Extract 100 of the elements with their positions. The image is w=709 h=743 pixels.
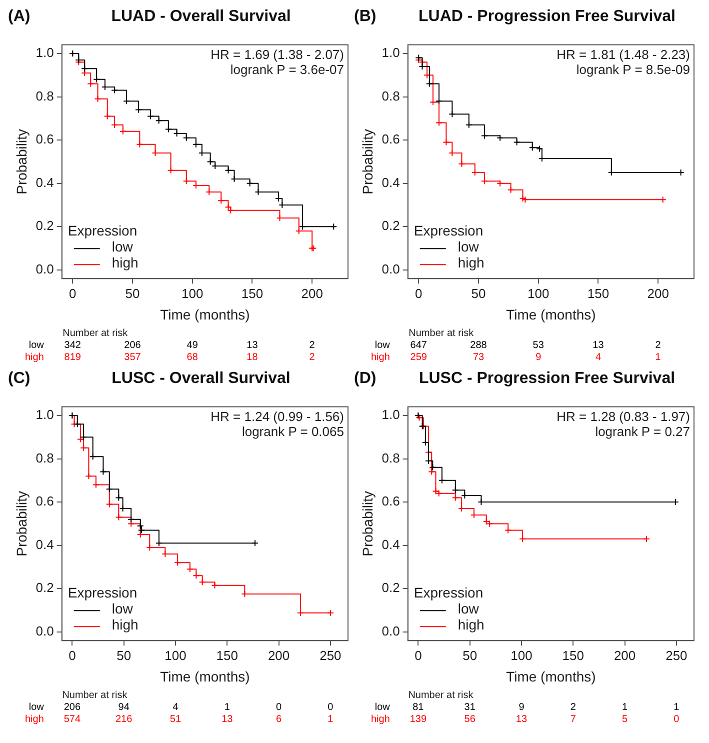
point — [87, 80, 94, 88]
text: low — [374, 702, 390, 714]
y-tick-label: 0.8 — [36, 88, 54, 104]
text: high — [370, 714, 390, 726]
point — [218, 197, 225, 204]
text: 357 — [123, 352, 142, 364]
annotation: HR = 1.69 (1.38 - 2.07) — [210, 46, 344, 62]
text: 0 — [672, 714, 680, 726]
annotation: HR = 1.28 (0.83 - 1.97) — [556, 408, 690, 424]
point — [76, 436, 84, 443]
text: 647 — [409, 340, 428, 352]
text: 18 — [246, 352, 259, 364]
y-tick-label: 1.0 — [382, 407, 400, 422]
point — [119, 128, 126, 135]
text: 819 — [63, 352, 82, 364]
x-tick-label: 0 — [414, 648, 422, 663]
chart-title: LUAD - Overall Survival — [110, 8, 292, 26]
point — [496, 180, 504, 187]
text: 9 — [534, 352, 542, 364]
text: 9 — [518, 702, 526, 714]
chart-title: LUSC - Overall Survival — [110, 370, 292, 388]
text: 49 — [186, 340, 199, 352]
chart-title: LUAD - Progression Free Survival — [418, 8, 676, 26]
legend-label: high — [458, 254, 484, 270]
annotation: logrank P = 0.065 — [242, 424, 344, 439]
text: 73 — [472, 352, 486, 364]
point — [128, 520, 135, 528]
text: 7 — [569, 714, 577, 726]
y-axis-title: Probability — [13, 491, 30, 556]
x-tick-label: 200 — [301, 286, 323, 301]
point — [80, 444, 88, 452]
text: Number at risk — [408, 690, 474, 702]
y-tick-label: 0.2 — [382, 218, 400, 234]
y-tick-label: 0.2 — [36, 580, 54, 596]
y-axis-title: Probability — [359, 491, 376, 556]
point — [224, 166, 232, 174]
x-tick-label: 150 — [587, 286, 610, 301]
point — [507, 186, 514, 194]
text: Number at risk — [62, 328, 128, 340]
point — [123, 98, 130, 105]
x-axis-title: Time (months) — [506, 306, 596, 322]
point — [452, 494, 459, 502]
point — [104, 112, 111, 120]
point — [428, 468, 436, 476]
point — [136, 140, 144, 148]
point — [227, 206, 234, 214]
legend-title: Expression — [414, 584, 484, 600]
point — [528, 144, 536, 152]
x-tick-label: 200 — [268, 648, 290, 663]
y-tick-label: 0.6 — [36, 494, 54, 509]
text: 13 — [246, 340, 259, 352]
text: 2 — [308, 340, 316, 352]
point — [93, 76, 100, 83]
y-tick-label: 1.0 — [36, 407, 54, 422]
text: 53 — [532, 340, 545, 352]
annotation: logrank P = 0.27 — [595, 424, 690, 439]
point — [167, 166, 174, 174]
point — [80, 434, 88, 441]
x-tick-label: 100 — [164, 648, 186, 663]
point — [198, 578, 206, 586]
text: (C) — [8, 370, 32, 388]
y-tick-label: 1.0 — [36, 45, 54, 60]
x-axis-title: Time (months) — [506, 668, 596, 684]
point — [174, 559, 182, 566]
point — [106, 486, 113, 493]
text: Number at risk — [62, 690, 128, 702]
text: 259 — [409, 352, 428, 364]
legend-label: high — [112, 254, 138, 270]
y-tick-label: 0.8 — [382, 88, 400, 104]
text: 5 — [621, 714, 629, 726]
point — [115, 514, 122, 521]
legend-label: high — [458, 616, 484, 632]
x-tick-label: 50 — [462, 648, 478, 663]
legend-title: Expression — [68, 584, 138, 600]
point — [164, 126, 172, 133]
text: 574 — [62, 714, 82, 726]
text: 51 — [168, 714, 182, 726]
text: 13 — [592, 340, 605, 352]
text: 1 — [672, 702, 680, 714]
text: 139 — [408, 714, 428, 726]
y-axis-title: Probability — [13, 129, 30, 194]
annotation: logrank P = 8.5e-09 — [576, 62, 690, 77]
point — [128, 516, 135, 523]
point — [496, 134, 504, 142]
y-tick-label: 0.6 — [382, 494, 400, 509]
y-tick-label: 0.6 — [382, 132, 400, 147]
point — [442, 138, 450, 146]
y-tick-label: 0.2 — [36, 218, 54, 234]
text: 216 — [114, 714, 134, 726]
point — [429, 464, 436, 471]
point — [432, 488, 440, 495]
annotation: HR = 1.24 (0.99 - 1.56) — [210, 408, 344, 424]
y-tick-label: 0.6 — [36, 132, 54, 147]
x-tick-label: 150 — [562, 648, 584, 663]
x-tick-label: 0 — [68, 648, 76, 663]
point — [424, 72, 431, 79]
text: low — [28, 340, 44, 352]
point — [89, 453, 96, 460]
text: (D) — [354, 370, 378, 388]
text: 342 — [63, 340, 82, 352]
